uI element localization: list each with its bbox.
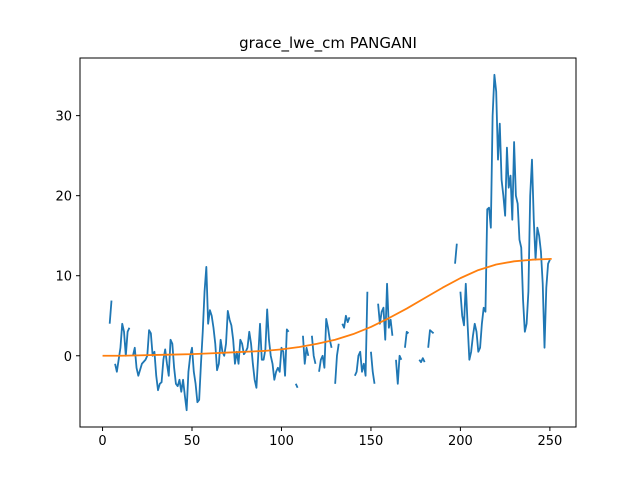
x-tick-label: 100	[269, 434, 294, 449]
chart-title: grace_lwe_cm PANGANI	[239, 34, 417, 53]
y-tick-label: 20	[55, 190, 72, 205]
x-tick-label: 50	[184, 434, 201, 449]
x-tick-label: 200	[448, 434, 473, 449]
x-tick-label: 150	[359, 434, 384, 449]
line	[108, 73, 551, 412]
y-tick-label: 0	[64, 350, 72, 365]
y-tick-label: 10	[55, 270, 72, 285]
y-tick-label: 30	[55, 110, 72, 125]
x-tick-label: 0	[98, 434, 106, 449]
plot-frame	[79, 57, 577, 428]
line	[102, 258, 552, 357]
x-tick-label: 250	[537, 434, 562, 449]
